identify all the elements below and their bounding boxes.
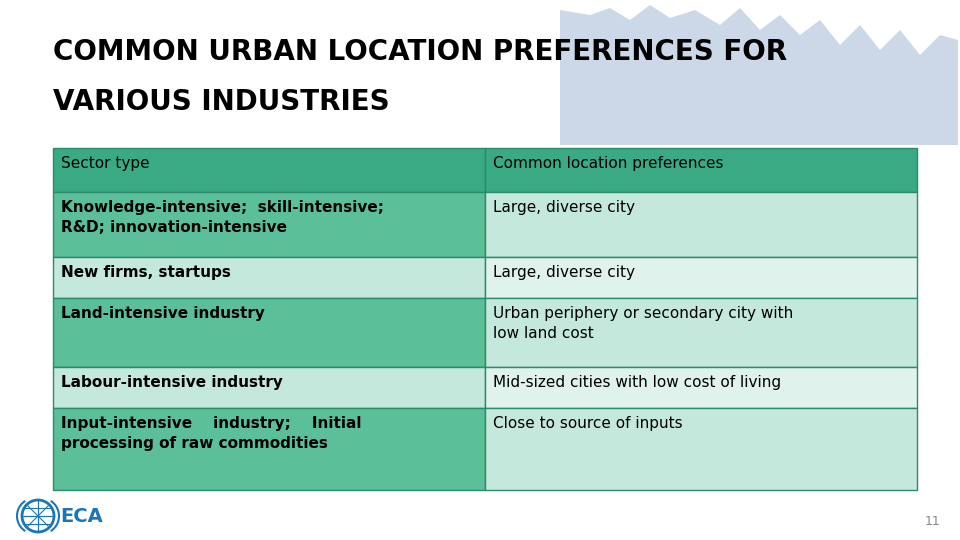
Bar bbox=[485, 408, 917, 490]
Bar bbox=[485, 258, 917, 299]
Bar bbox=[485, 367, 917, 408]
Bar bbox=[53, 408, 485, 490]
Text: Common location preferences: Common location preferences bbox=[492, 156, 723, 171]
Text: Sector type: Sector type bbox=[60, 156, 150, 171]
Text: Input-intensive    industry;    Initial
processing of raw commodities: Input-intensive industry; Initial proces… bbox=[60, 416, 361, 451]
Text: Close to source of inputs: Close to source of inputs bbox=[492, 416, 683, 431]
Bar bbox=[53, 258, 485, 299]
Bar bbox=[53, 148, 485, 192]
Text: Land-intensive industry: Land-intensive industry bbox=[60, 307, 265, 321]
Text: Urban periphery or secondary city with
low land cost: Urban periphery or secondary city with l… bbox=[492, 307, 793, 341]
Bar bbox=[53, 299, 485, 367]
Bar bbox=[485, 192, 917, 258]
Text: Labour-intensive industry: Labour-intensive industry bbox=[60, 375, 282, 390]
Polygon shape bbox=[560, 5, 958, 145]
Text: VARIOUS INDUSTRIES: VARIOUS INDUSTRIES bbox=[53, 88, 390, 116]
Text: Mid-sized cities with low cost of living: Mid-sized cities with low cost of living bbox=[492, 375, 780, 390]
Text: New firms, startups: New firms, startups bbox=[60, 266, 230, 280]
Text: COMMON URBAN LOCATION PREFERENCES FOR: COMMON URBAN LOCATION PREFERENCES FOR bbox=[53, 38, 787, 66]
Text: Large, diverse city: Large, diverse city bbox=[492, 200, 635, 215]
Bar bbox=[485, 148, 917, 192]
Bar bbox=[53, 367, 485, 408]
Text: ECA: ECA bbox=[60, 507, 103, 525]
Text: 11: 11 bbox=[924, 515, 940, 528]
Text: Large, diverse city: Large, diverse city bbox=[492, 266, 635, 280]
Text: Knowledge-intensive;  skill-intensive;
R&D; innovation-intensive: Knowledge-intensive; skill-intensive; R&… bbox=[60, 200, 384, 235]
Bar bbox=[53, 192, 485, 258]
Bar bbox=[485, 299, 917, 367]
